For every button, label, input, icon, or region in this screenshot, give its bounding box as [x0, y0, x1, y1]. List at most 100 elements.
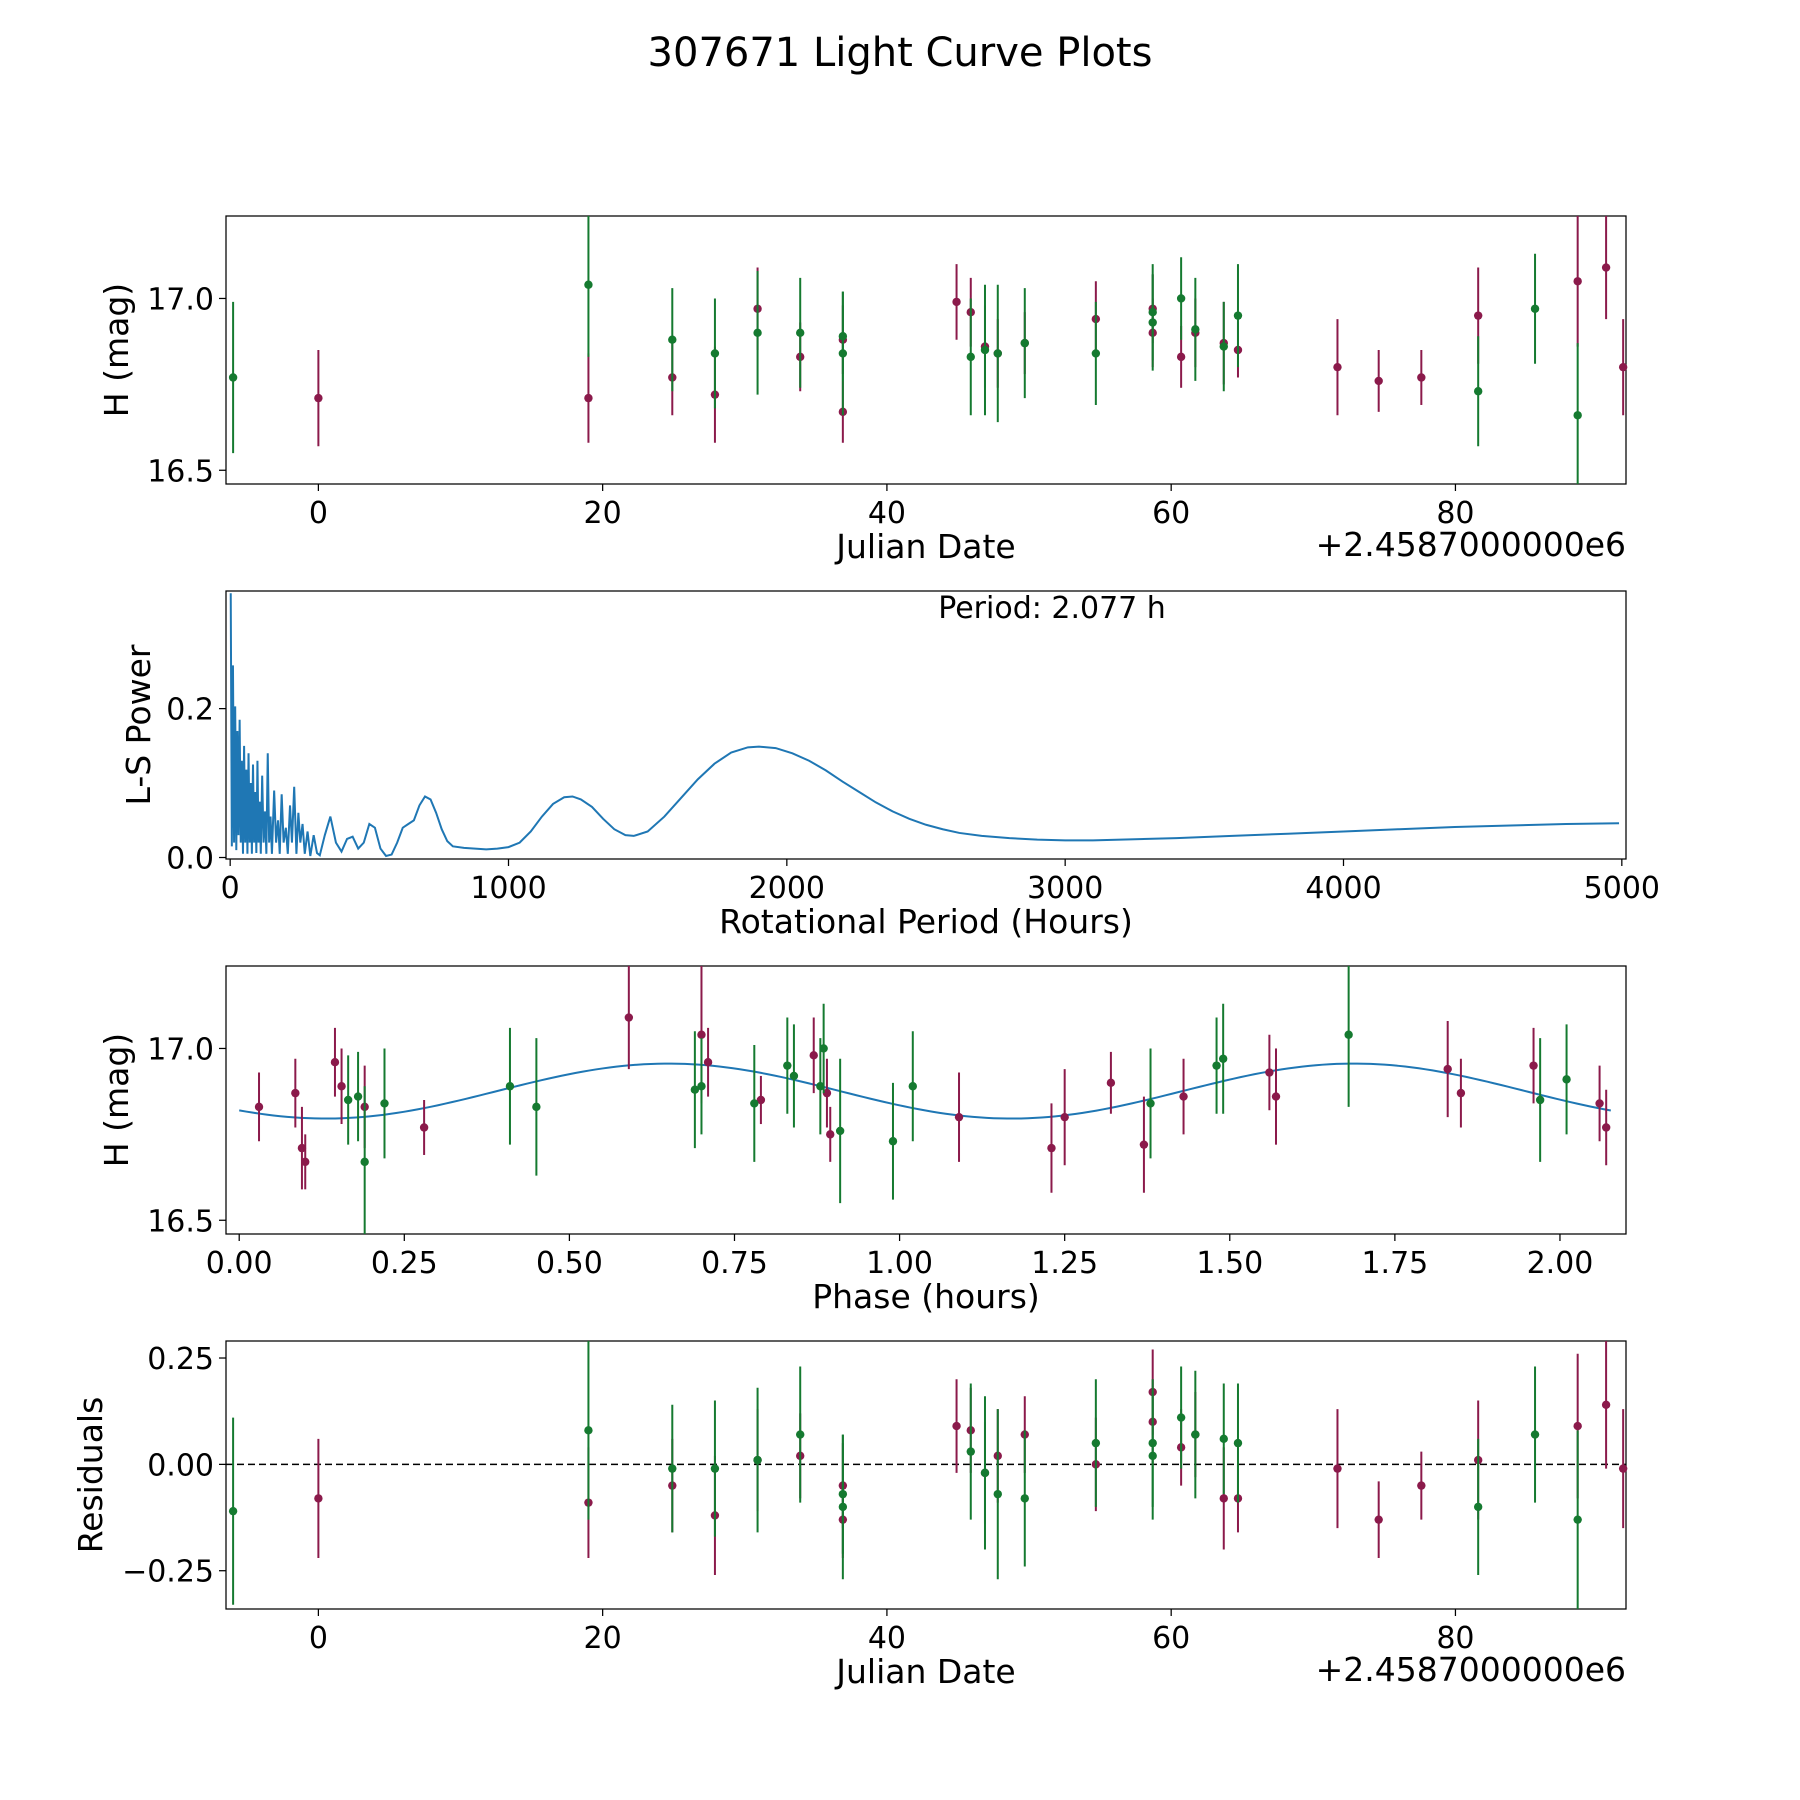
green-data-point — [505, 1082, 515, 1091]
x-tick-label: 0.50 — [536, 1246, 603, 1281]
residuals-ylabel: Residuals — [71, 1397, 110, 1554]
green-data-point — [835, 1126, 845, 1136]
x-tick-label: 40 — [868, 1621, 906, 1656]
y-tick-label: 16.5 — [147, 1204, 214, 1239]
magenta-data-point — [1139, 1140, 1149, 1149]
periodogram-panel: 0 1000 2000 3000 4000 5000 0.0 0.2 Period: 2.07… — [119, 590, 1660, 941]
x-tick-label: 0 — [309, 1621, 328, 1656]
y-tick-label: −0.25 — [122, 1555, 214, 1590]
green-data-point — [1091, 1438, 1101, 1448]
light-curve-ticks: 0 20 40 60 80 16.5 17.0 — [147, 282, 1474, 531]
periodogram-marks — [229, 593, 1620, 858]
green-data-point — [993, 1489, 1002, 1499]
green-data-point — [1020, 1494, 1029, 1503]
green-data-point — [1562, 1075, 1571, 1084]
green-data-point — [838, 332, 848, 341]
magenta-data-point — [301, 1157, 310, 1167]
magenta-data-point — [756, 1095, 766, 1105]
x-tick-label: 20 — [584, 496, 622, 531]
residuals-panel: 0 20 40 60 80 −0.25 0.00 0.25 Julian Date Resid… — [71, 1340, 1628, 1691]
magenta-data-point — [1573, 277, 1582, 286]
light-curve-panel: 0 20 40 60 80 16.5 17.0 Julian Date H (mag) +2… — [97, 215, 1628, 566]
magenta-data-point — [952, 297, 961, 307]
light-curve-xlabel: Julian Date — [834, 527, 1016, 566]
magenta-data-point — [297, 1143, 307, 1153]
magenta-data-point — [1333, 1464, 1342, 1473]
magenta-data-point — [1047, 1143, 1056, 1153]
magenta-data-point — [1333, 362, 1342, 372]
y-tick-label: 0.00 — [147, 1448, 214, 1483]
y-tick-label: 0.25 — [147, 1342, 214, 1377]
periodogram-ticks: 0 1000 2000 3000 4000 5000 0.0 0.2 — [166, 693, 1660, 906]
green-data-point — [1146, 1099, 1155, 1108]
residuals-xlabel: Julian Date — [834, 1652, 1016, 1691]
green-data-point — [796, 1430, 805, 1439]
phased-curve-xlabel: Phase (hours) — [812, 1277, 1040, 1316]
magenta-data-point — [1529, 1061, 1538, 1070]
green-data-point — [1473, 387, 1483, 396]
residuals-frame — [225, 1340, 1627, 1610]
magenta-data-point — [826, 1130, 835, 1139]
power-spectrum-line — [229, 593, 1620, 858]
model-fit-curve — [239, 1062, 1611, 1120]
green-data-point — [584, 1426, 593, 1435]
x-tick-label: 60 — [1152, 496, 1190, 531]
magenta-data-point — [1601, 1400, 1611, 1410]
x-tick-label: 60 — [1152, 1621, 1190, 1656]
x-tick-label: 0.25 — [371, 1246, 438, 1281]
green-data-point — [380, 1099, 389, 1108]
green-data-point — [1535, 1095, 1545, 1105]
magenta-data-point — [703, 1058, 713, 1067]
magenta-data-point — [954, 1112, 964, 1122]
residuals-points — [226, 1341, 1628, 1609]
phased-curve-panel: 0.00 0.25 0.50 0.75 1.00 1.25 1.50 1.75 2.00 16.5… — [97, 965, 1627, 1316]
green-data-point — [1091, 349, 1101, 358]
green-data-point — [690, 1085, 700, 1094]
green-data-point — [1344, 1030, 1353, 1039]
x-tick-label: 80 — [1436, 1621, 1474, 1656]
phased-curve-points — [239, 966, 1611, 1234]
green-data-point — [1191, 325, 1200, 334]
x-tick-label: 3000 — [1027, 871, 1103, 906]
y-tick-label: 17.0 — [147, 282, 214, 317]
green-data-point — [668, 1464, 677, 1473]
magenta-data-point — [1176, 352, 1186, 362]
magenta-data-point — [584, 393, 593, 403]
magenta-data-point — [1573, 1421, 1582, 1431]
green-data-point — [1020, 338, 1029, 348]
periodogram-ylabel: L-S Power — [119, 644, 158, 805]
light-curve-points — [228, 216, 1628, 484]
green-data-point — [697, 1082, 706, 1091]
magenta-data-point — [314, 1494, 323, 1503]
x-tick-label: 2.00 — [1527, 1246, 1594, 1281]
green-data-point — [796, 328, 805, 338]
green-data-point — [966, 1447, 975, 1456]
magenta-data-point — [1271, 1092, 1281, 1101]
green-data-point — [1573, 1515, 1582, 1524]
green-data-point — [908, 1082, 917, 1091]
x-tick-label: 2000 — [749, 871, 825, 906]
green-data-point — [789, 1071, 799, 1081]
magenta-data-point — [1618, 362, 1628, 372]
green-data-point — [783, 1061, 792, 1070]
green-data-point — [1212, 1061, 1221, 1070]
phased-curve-ticks: 0.00 0.25 0.50 0.75 1.00 1.25 1.50 1.75 2.00 16.5… — [147, 1032, 1593, 1281]
green-data-point — [838, 1502, 848, 1512]
magenta-data-point — [809, 1051, 818, 1060]
magenta-data-point — [1473, 311, 1483, 320]
x-tick-label: 4000 — [1305, 871, 1381, 906]
y-tick-label: 17.0 — [147, 1032, 214, 1067]
green-data-point — [1530, 304, 1540, 313]
period-annotation: Period: 2.077 h — [938, 591, 1166, 626]
green-data-point — [753, 328, 762, 338]
magenta-data-point — [952, 1421, 961, 1431]
light-curve-offset-label: +2.4587000000e6 — [1316, 525, 1626, 564]
green-data-point — [1530, 1430, 1540, 1439]
x-tick-label: 1.00 — [866, 1246, 933, 1281]
periodogram-frame — [225, 590, 1627, 860]
x-tick-label: 1.25 — [1031, 1246, 1098, 1281]
phased-curve-frame — [225, 965, 1627, 1235]
periodogram-xlabel: Rotational Period (Hours) — [719, 902, 1133, 941]
green-data-point — [710, 1464, 720, 1473]
